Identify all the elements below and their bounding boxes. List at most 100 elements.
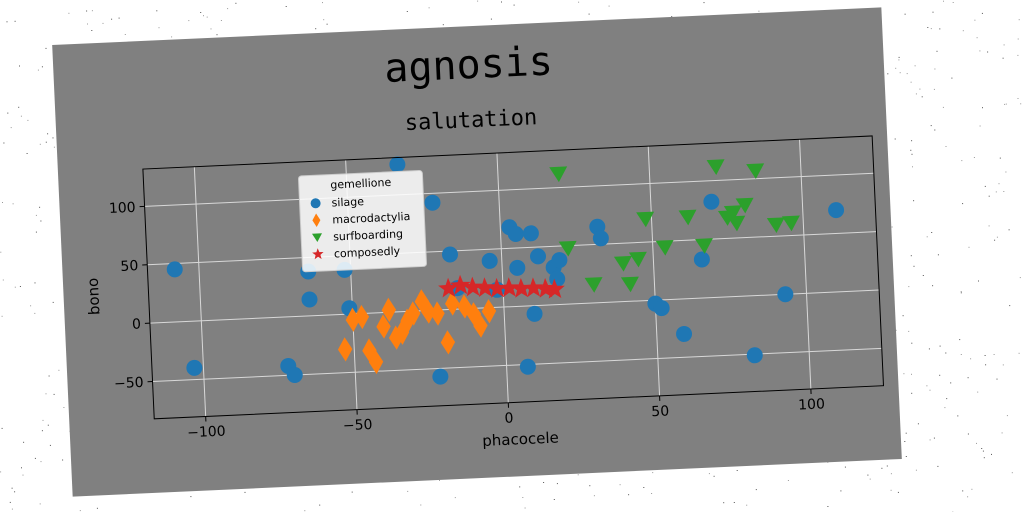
noise-speck <box>188 20 190 22</box>
noise-speck <box>34 282 36 284</box>
noise-speck <box>47 424 49 426</box>
macrodactylia-point <box>406 301 421 326</box>
noise-speck <box>111 18 113 20</box>
noise-speck <box>946 398 948 400</box>
noise-speck <box>945 146 947 147</box>
noise-speck <box>12 203 14 205</box>
macrodactylia-point <box>388 325 404 350</box>
noise-speck <box>10 127 12 129</box>
silage-point <box>777 286 794 303</box>
silage-point <box>526 305 543 322</box>
silage-point <box>519 358 536 375</box>
noise-speck <box>891 226 893 228</box>
macrodactylia-point <box>376 314 391 339</box>
surfboarding-point <box>549 166 568 183</box>
noise-speck <box>42 419 44 421</box>
noise-speck <box>758 10 760 12</box>
noise-speck <box>1017 98 1019 99</box>
noise-speck <box>30 305 32 307</box>
noise-speck <box>519 486 521 488</box>
noise-speck <box>62 459 64 461</box>
noise-speck <box>708 473 710 475</box>
noise-speck <box>34 312 36 314</box>
noise-speck <box>936 50 938 52</box>
noise-speck <box>910 149 912 151</box>
noise-speck <box>957 415 959 417</box>
noise-speck <box>978 280 979 282</box>
noise-speck <box>96 507 98 509</box>
noise-speck <box>1 427 3 429</box>
noise-speck <box>982 107 983 109</box>
noise-speck <box>34 457 36 459</box>
surfboarding-point <box>766 217 785 234</box>
noise-speck <box>928 348 930 350</box>
noise-speck <box>7 112 9 114</box>
noise-speck <box>522 497 524 498</box>
legend-box <box>298 170 427 273</box>
plot-svg: −100 −50 0 50 100 −50 0 50 100 phacocele bono ge… <box>84 135 885 450</box>
noise-speck <box>48 375 50 377</box>
noise-speck <box>652 472 654 474</box>
noise-speck <box>985 364 987 366</box>
noise-speck <box>703 2 705 4</box>
composedly-point <box>498 277 520 298</box>
silage-point <box>389 156 406 173</box>
legend: gemellione silagemacrodactyliasurfboardi… <box>298 170 427 273</box>
noise-speck <box>501 1 502 3</box>
noise-speck <box>827 506 829 507</box>
noise-speck <box>406 11 408 12</box>
surfboarding-point <box>727 215 746 232</box>
noise-speck <box>420 504 422 506</box>
noise-speck <box>588 13 590 15</box>
noise-speck <box>921 96 923 98</box>
y-grid-line <box>152 347 882 382</box>
noise-speck <box>577 474 579 476</box>
noise-speck <box>913 265 915 267</box>
noise-speck <box>1005 103 1007 105</box>
chart-card: agnosis salutation −100 −50 0 50 100 −50 0 50 10… <box>52 7 902 497</box>
macrodactylia-point <box>421 299 436 324</box>
silage-point <box>166 261 183 278</box>
noise-speck <box>53 393 55 395</box>
noise-speck <box>945 352 947 354</box>
noise-speck <box>124 34 126 35</box>
noise-speck <box>2 279 4 281</box>
noise-speck <box>927 27 929 28</box>
noise-speck <box>995 191 997 193</box>
noise-speck <box>45 47 47 49</box>
noise-speck <box>18 106 20 108</box>
noise-speck <box>1004 103 1006 105</box>
noise-speck <box>911 373 912 375</box>
noise-speck <box>210 28 212 30</box>
legend-marker-silage <box>310 198 321 209</box>
macrodactylia-point <box>440 330 456 355</box>
legend-title: gemellione <box>330 176 392 192</box>
noise-speck <box>898 59 900 61</box>
noise-speck <box>22 474 24 476</box>
noise-speck <box>944 407 946 409</box>
x-grid-line <box>496 152 509 403</box>
noise-speck <box>21 467 22 469</box>
silage-point <box>551 252 568 269</box>
noise-speck <box>982 450 984 452</box>
noise-speck <box>643 487 645 488</box>
noise-speck <box>1003 191 1005 192</box>
noise-speck <box>723 502 725 504</box>
surfboarding-point <box>628 251 647 268</box>
y-tick-label: 50 <box>120 258 139 275</box>
noise-speck <box>39 143 41 145</box>
noise-speck <box>323 19 325 21</box>
composedly-point <box>474 277 495 298</box>
noise-speck <box>1002 364 1004 366</box>
noise-speck <box>915 469 917 471</box>
noise-speck <box>1001 432 1003 434</box>
noise-speck <box>939 28 941 30</box>
noise-speck <box>543 482 545 483</box>
noise-speck <box>407 490 409 492</box>
noise-speck <box>937 254 939 256</box>
noise-speck <box>967 377 969 379</box>
noise-speck <box>979 50 981 52</box>
noise-speck <box>930 125 932 127</box>
noise-speck <box>787 480 789 481</box>
surfboarding-point <box>655 239 674 256</box>
